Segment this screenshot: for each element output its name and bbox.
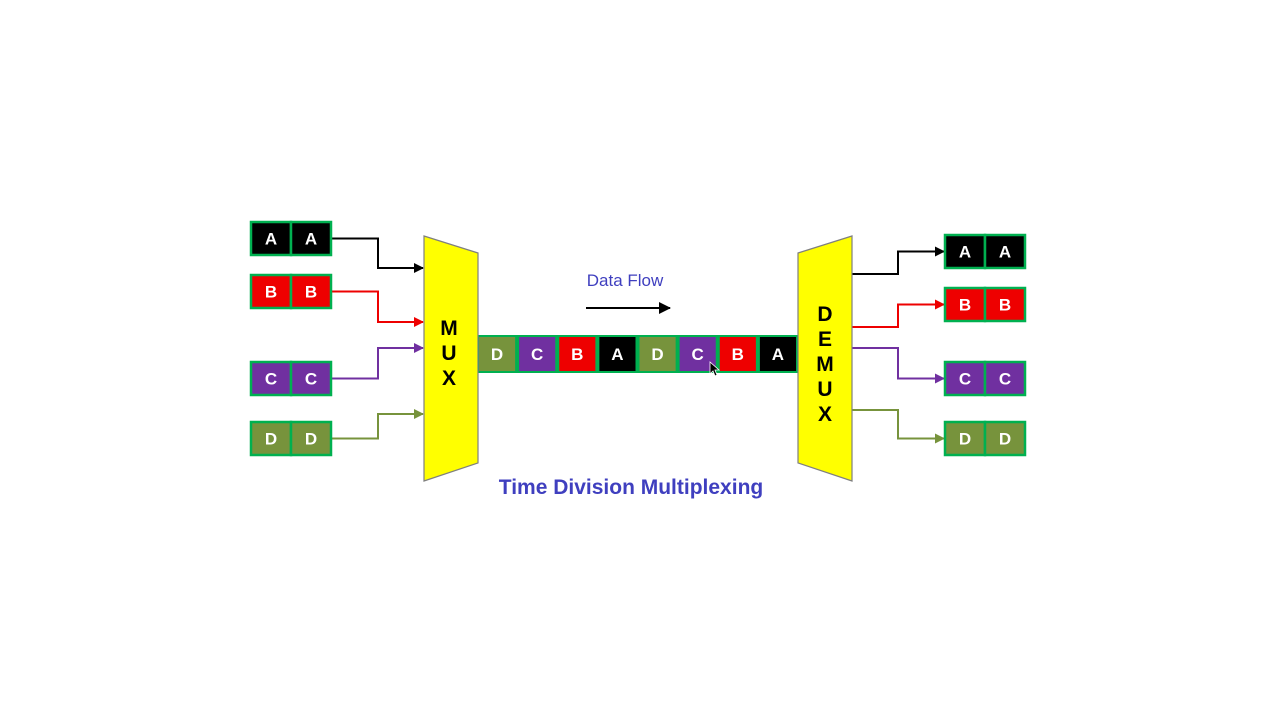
link-frame-label: A xyxy=(772,345,784,364)
input-cell-label: B xyxy=(265,283,277,302)
demux-block: D E M U X xyxy=(797,235,853,482)
input-cell-label: C xyxy=(265,370,277,389)
output-cell-box xyxy=(983,286,1027,323)
link-frame-label: B xyxy=(732,345,744,364)
link-frame-label: D xyxy=(491,345,503,364)
output-cell-box xyxy=(943,286,987,323)
input-cell-box xyxy=(289,220,333,257)
input-connector-a xyxy=(331,237,424,273)
output-cell-label: C xyxy=(959,370,971,389)
link-frame-label: D xyxy=(651,345,663,364)
input-cell-label: A xyxy=(305,230,317,249)
input-cell-box xyxy=(289,420,333,457)
link-frame-box xyxy=(479,337,516,371)
mux-block: M U X xyxy=(423,235,479,482)
input-connector-c xyxy=(331,343,424,380)
output-cell-box xyxy=(983,420,1027,457)
output-cell-label: B xyxy=(959,296,971,315)
output-cell-label: B xyxy=(999,296,1011,315)
demux-letter-1: D xyxy=(817,303,832,326)
demux-letter-3: M xyxy=(816,353,834,376)
input-cell-label: C xyxy=(305,370,317,389)
output-connector-b xyxy=(852,299,945,328)
mux-letter-1: M xyxy=(440,317,458,340)
link-frame-box xyxy=(719,337,756,371)
diagram-title: Time Division Multiplexing xyxy=(499,476,763,499)
demux-letter-2: E xyxy=(818,328,832,351)
output-cell-box xyxy=(983,360,1027,397)
mux-letter-2: U xyxy=(441,342,456,365)
mux-letter-3: X xyxy=(442,367,456,390)
output-cell-box xyxy=(943,233,987,270)
input-channels: A AB BC CD D xyxy=(249,220,333,457)
data-flow-label: Data Flow xyxy=(587,271,664,290)
input-connector-b xyxy=(331,290,424,327)
link-frame-box xyxy=(599,337,636,371)
output-cell-label: C xyxy=(999,370,1011,389)
output-connector-d xyxy=(852,409,945,444)
output-cell-label: D xyxy=(959,430,971,449)
output-cell-box xyxy=(943,360,987,397)
output-cell-box xyxy=(983,233,1027,270)
link-frame-label: A xyxy=(611,345,623,364)
mux-shape xyxy=(423,235,479,482)
link-frame-box xyxy=(639,337,676,371)
output-channels: A AB BC CD D xyxy=(943,233,1027,457)
link-frame-label: C xyxy=(692,345,704,364)
input-cell-label: D xyxy=(305,430,317,449)
input-cell-box xyxy=(289,360,333,397)
link-frame-box xyxy=(559,337,596,371)
output-cell-label: D xyxy=(999,430,1011,449)
link-frame-label: B xyxy=(571,345,583,364)
input-connector-d xyxy=(331,409,424,440)
demux-letter-5: X xyxy=(818,403,832,426)
input-cell-label: D xyxy=(265,430,277,449)
link-frame-label: C xyxy=(531,345,543,364)
input-cell-label: B xyxy=(305,283,317,302)
output-cell-label: A xyxy=(959,243,971,262)
connector-lines xyxy=(331,237,945,444)
input-cell-box xyxy=(249,220,293,257)
output-cell-label: A xyxy=(999,243,1011,262)
demux-shape xyxy=(797,235,853,482)
output-connector-c xyxy=(852,347,945,384)
link-frame-box xyxy=(759,337,796,371)
demux-letter-4: U xyxy=(817,378,832,401)
output-connector-a xyxy=(852,246,945,275)
input-cell-box xyxy=(249,420,293,457)
link-frame-box xyxy=(519,337,556,371)
input-cell-box xyxy=(289,273,333,310)
mouse-cursor-icon xyxy=(709,361,721,377)
input-cell-label: A xyxy=(265,230,277,249)
